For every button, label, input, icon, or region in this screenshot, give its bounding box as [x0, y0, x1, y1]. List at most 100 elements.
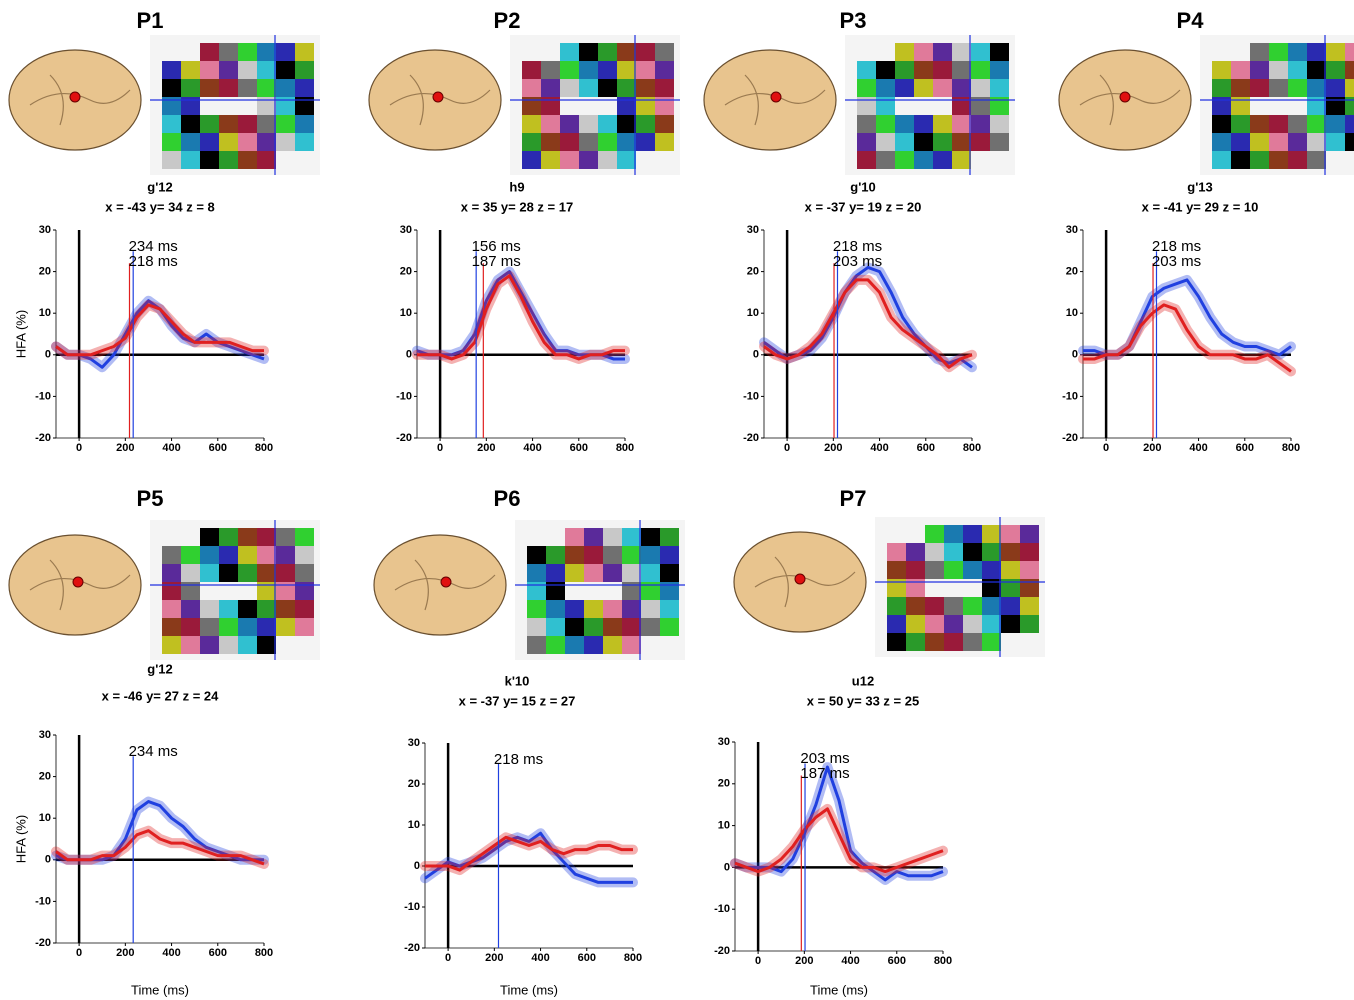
x-tick-label: 800	[963, 442, 981, 454]
brain-region	[295, 43, 314, 61]
brain-region	[857, 79, 876, 97]
brain-region	[219, 636, 238, 654]
brain-region	[1269, 151, 1288, 169]
y-tick-label: 10	[39, 307, 51, 319]
brain-region	[914, 151, 933, 169]
brain-region	[1020, 543, 1039, 561]
brain-sulcus	[389, 74, 491, 126]
x-tick-label: 600	[570, 442, 588, 454]
brain-illustration	[8, 35, 320, 175]
x-axis-label: Time (ms)	[810, 982, 868, 997]
brain-region	[257, 133, 276, 151]
x-tick-label: 200	[795, 955, 813, 967]
brain-region	[971, 43, 990, 61]
brain-region	[162, 600, 181, 618]
brain-region	[963, 597, 982, 615]
brain-region	[522, 151, 541, 169]
brain-region	[238, 564, 257, 582]
brain-region	[1326, 79, 1345, 97]
brain-region	[1231, 79, 1250, 97]
coordinates: x = 50 y= 33 z = 25	[807, 693, 919, 708]
brain-region	[895, 43, 914, 61]
brain-illustration	[1058, 35, 1354, 175]
brain-region	[257, 151, 276, 169]
electrode	[770, 91, 782, 103]
brain-region	[933, 133, 952, 151]
brain-region	[1231, 133, 1250, 151]
brain-region	[660, 528, 679, 546]
brain-region	[276, 133, 295, 151]
brain-region	[887, 633, 906, 651]
brain-region	[636, 97, 655, 115]
brain-region	[1250, 115, 1269, 133]
x-tick-label: 800	[934, 955, 952, 967]
brain-region	[641, 582, 660, 600]
brain-region	[295, 582, 314, 600]
brain-region	[944, 543, 963, 561]
error-band	[51, 299, 269, 360]
brain-region	[219, 61, 238, 79]
brain-region	[906, 633, 925, 651]
brain-region	[971, 61, 990, 79]
brain-region	[1345, 97, 1354, 115]
brain-region	[952, 97, 971, 115]
y-tick-label: -20	[35, 937, 51, 949]
brain-region	[276, 546, 295, 564]
brain-region	[622, 582, 641, 600]
brain-region	[565, 618, 584, 636]
brain-illustration	[8, 520, 320, 660]
brain-region	[238, 115, 257, 133]
brain-region	[219, 43, 238, 61]
brain-region	[181, 115, 200, 133]
x-tick-label: 0	[437, 442, 443, 454]
brain-region	[181, 618, 200, 636]
brain-region	[181, 133, 200, 151]
brain-region	[895, 61, 914, 79]
brain-region	[565, 636, 584, 654]
brain-region	[181, 61, 200, 79]
brain-region	[560, 151, 579, 169]
brain-region	[1250, 133, 1269, 151]
brain-region	[276, 115, 295, 133]
y-axis-label: HFA (%)	[13, 310, 28, 358]
brain-region	[1020, 525, 1039, 543]
brain-region	[1326, 115, 1345, 133]
brain-region	[546, 636, 565, 654]
brain-region	[565, 546, 584, 564]
brain-region	[1212, 97, 1231, 115]
brain-region	[276, 618, 295, 636]
coordinates: x = -37 y= 19 z = 20	[805, 199, 922, 214]
y-tick-label: -20	[404, 942, 420, 954]
brain-region	[200, 528, 219, 546]
brain-region	[952, 43, 971, 61]
y-tick-label: -20	[1062, 432, 1078, 444]
y-tick-label: 30	[718, 736, 730, 748]
y-tick-label: -10	[35, 895, 51, 907]
electrode	[69, 91, 81, 103]
brain-region	[982, 579, 1001, 597]
brain-region	[238, 618, 257, 636]
panel-title: P1	[137, 8, 164, 33]
brain-region	[598, 151, 617, 169]
y-tick-label: 20	[400, 266, 412, 278]
brain-region	[579, 43, 598, 61]
electrode	[72, 576, 84, 588]
brain-region	[565, 564, 584, 582]
x-tick-label: 200	[116, 442, 134, 454]
onset-label: 187 ms	[800, 765, 849, 782]
panel-title: P5	[137, 486, 164, 511]
brain-region	[295, 61, 314, 79]
brain-region	[914, 115, 933, 133]
y-tick-label: 0	[753, 349, 759, 361]
error-band	[412, 270, 630, 364]
brain-region	[598, 115, 617, 133]
brain-region	[522, 97, 541, 115]
brain-region	[541, 61, 560, 79]
brain-region	[181, 564, 200, 582]
brain-region	[925, 561, 944, 579]
y-tick-label: -10	[1062, 390, 1078, 402]
brain-region	[952, 151, 971, 169]
x-tick-label: 0	[76, 947, 82, 959]
channel-name: g'12	[147, 661, 173, 676]
brain-region	[276, 43, 295, 61]
